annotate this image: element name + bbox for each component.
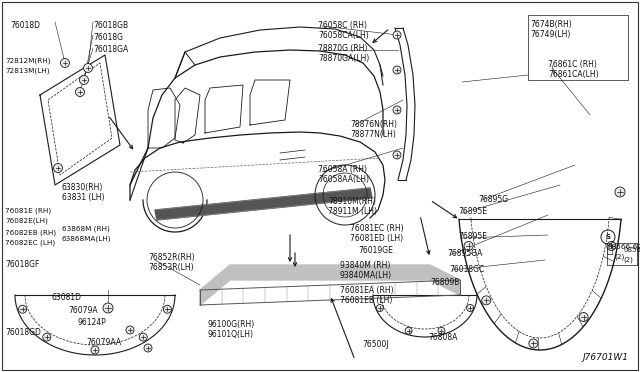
Text: 93840MA(LH): 93840MA(LH) [340, 271, 392, 280]
Circle shape [467, 305, 474, 311]
Bar [528, 15, 628, 80]
Text: Ⓢ: Ⓢ [607, 245, 613, 255]
Circle shape [482, 296, 491, 305]
Circle shape [405, 327, 412, 334]
Circle shape [464, 241, 473, 250]
Text: 76019GE: 76019GE [358, 246, 393, 255]
Circle shape [393, 151, 401, 159]
Bar [607, 243, 637, 265]
Text: 96124P: 96124P [78, 318, 107, 327]
Text: 76018GB: 76018GB [93, 21, 128, 30]
Circle shape [615, 187, 625, 197]
Text: 76861C (RH): 76861C (RH) [548, 60, 597, 69]
Text: 78877N(LH): 78877N(LH) [350, 130, 396, 139]
Text: 76853R(LH): 76853R(LH) [148, 263, 194, 272]
Text: 63868MA(LH): 63868MA(LH) [62, 236, 111, 243]
Polygon shape [200, 265, 460, 305]
Text: (2): (2) [623, 257, 633, 263]
Text: 76082E(LH): 76082E(LH) [5, 217, 48, 224]
Circle shape [103, 303, 113, 313]
Text: 76895E: 76895E [458, 207, 487, 216]
Text: 76082EC (LH): 76082EC (LH) [5, 239, 55, 246]
Text: 63868M (RH): 63868M (RH) [62, 226, 109, 232]
Text: 76058CA(LH): 76058CA(LH) [318, 31, 369, 40]
Text: (2): (2) [614, 254, 624, 260]
Text: 76079A: 76079A [68, 306, 98, 315]
Text: 76018GC: 76018GC [449, 265, 484, 274]
Text: 76500J: 76500J [362, 340, 388, 349]
Text: 76081ED (LH): 76081ED (LH) [350, 234, 403, 243]
Circle shape [144, 344, 152, 352]
Text: J76701W1: J76701W1 [582, 353, 628, 362]
Circle shape [79, 76, 88, 84]
Text: 63831 (LH): 63831 (LH) [62, 193, 104, 202]
Text: 76018D: 76018D [10, 21, 40, 30]
Circle shape [579, 312, 588, 321]
Text: 78910M(RH): 78910M(RH) [328, 197, 376, 206]
Circle shape [91, 346, 99, 354]
Circle shape [61, 58, 70, 67]
Text: 78870G (RH): 78870G (RH) [318, 44, 367, 53]
Text: 63830(RH): 63830(RH) [62, 183, 104, 192]
Text: 08566-6202A: 08566-6202A [608, 244, 640, 250]
Circle shape [140, 333, 147, 341]
Text: 76895GA: 76895GA [447, 249, 483, 258]
Text: 76018G: 76018G [93, 33, 123, 42]
Polygon shape [155, 188, 372, 220]
Text: 76018GA: 76018GA [93, 45, 128, 54]
Text: 76018GF: 76018GF [5, 260, 40, 269]
Text: 76081EA (RH): 76081EA (RH) [340, 286, 394, 295]
Text: 76018GD: 76018GD [5, 328, 41, 337]
Text: 78876N(RH): 78876N(RH) [350, 120, 397, 129]
Text: 76079AA: 76079AA [86, 338, 121, 347]
Text: 76081E (RH): 76081E (RH) [5, 207, 51, 214]
Text: 63081D: 63081D [52, 293, 82, 302]
Circle shape [393, 66, 401, 74]
Circle shape [438, 327, 445, 334]
Text: 76081EC (RH): 76081EC (RH) [350, 224, 404, 233]
Text: 96101Q(LH): 96101Q(LH) [208, 330, 254, 339]
Circle shape [126, 326, 134, 334]
Text: 76861CA(LH): 76861CA(LH) [548, 70, 598, 79]
Text: 76081EB (LH): 76081EB (LH) [340, 296, 392, 305]
Circle shape [393, 31, 401, 39]
Text: 76809B: 76809B [430, 278, 460, 287]
Text: 7674B(RH): 7674B(RH) [530, 20, 572, 29]
Text: 08566-6202A: 08566-6202A [623, 247, 640, 253]
Text: 78870GA(LH): 78870GA(LH) [318, 54, 369, 63]
Text: 76058AA(LH): 76058AA(LH) [318, 175, 369, 184]
Text: 76895E: 76895E [458, 232, 487, 241]
Text: S: S [605, 234, 611, 240]
Text: 76058C (RH): 76058C (RH) [318, 21, 367, 30]
Circle shape [54, 164, 63, 173]
Circle shape [83, 64, 93, 73]
Text: 72812M(RH): 72812M(RH) [5, 57, 51, 64]
Text: 76808A: 76808A [428, 333, 458, 342]
Text: 76058A (RH): 76058A (RH) [318, 165, 367, 174]
Circle shape [607, 241, 616, 250]
Text: 78911M (LH): 78911M (LH) [328, 207, 377, 216]
Text: 76749(LH): 76749(LH) [530, 30, 570, 39]
Text: 76852R(RH): 76852R(RH) [148, 253, 195, 262]
Text: 96100G(RH): 96100G(RH) [208, 320, 255, 329]
Circle shape [76, 87, 84, 96]
Circle shape [43, 333, 51, 341]
Circle shape [19, 305, 26, 313]
Circle shape [163, 305, 172, 313]
Circle shape [376, 305, 383, 311]
Text: 76895G: 76895G [478, 195, 508, 204]
Text: 76082EB (RH): 76082EB (RH) [5, 229, 56, 235]
Circle shape [529, 339, 538, 348]
Text: 72813M(LH): 72813M(LH) [5, 67, 49, 74]
Circle shape [393, 106, 401, 114]
Text: 93840M (RH): 93840M (RH) [340, 261, 390, 270]
